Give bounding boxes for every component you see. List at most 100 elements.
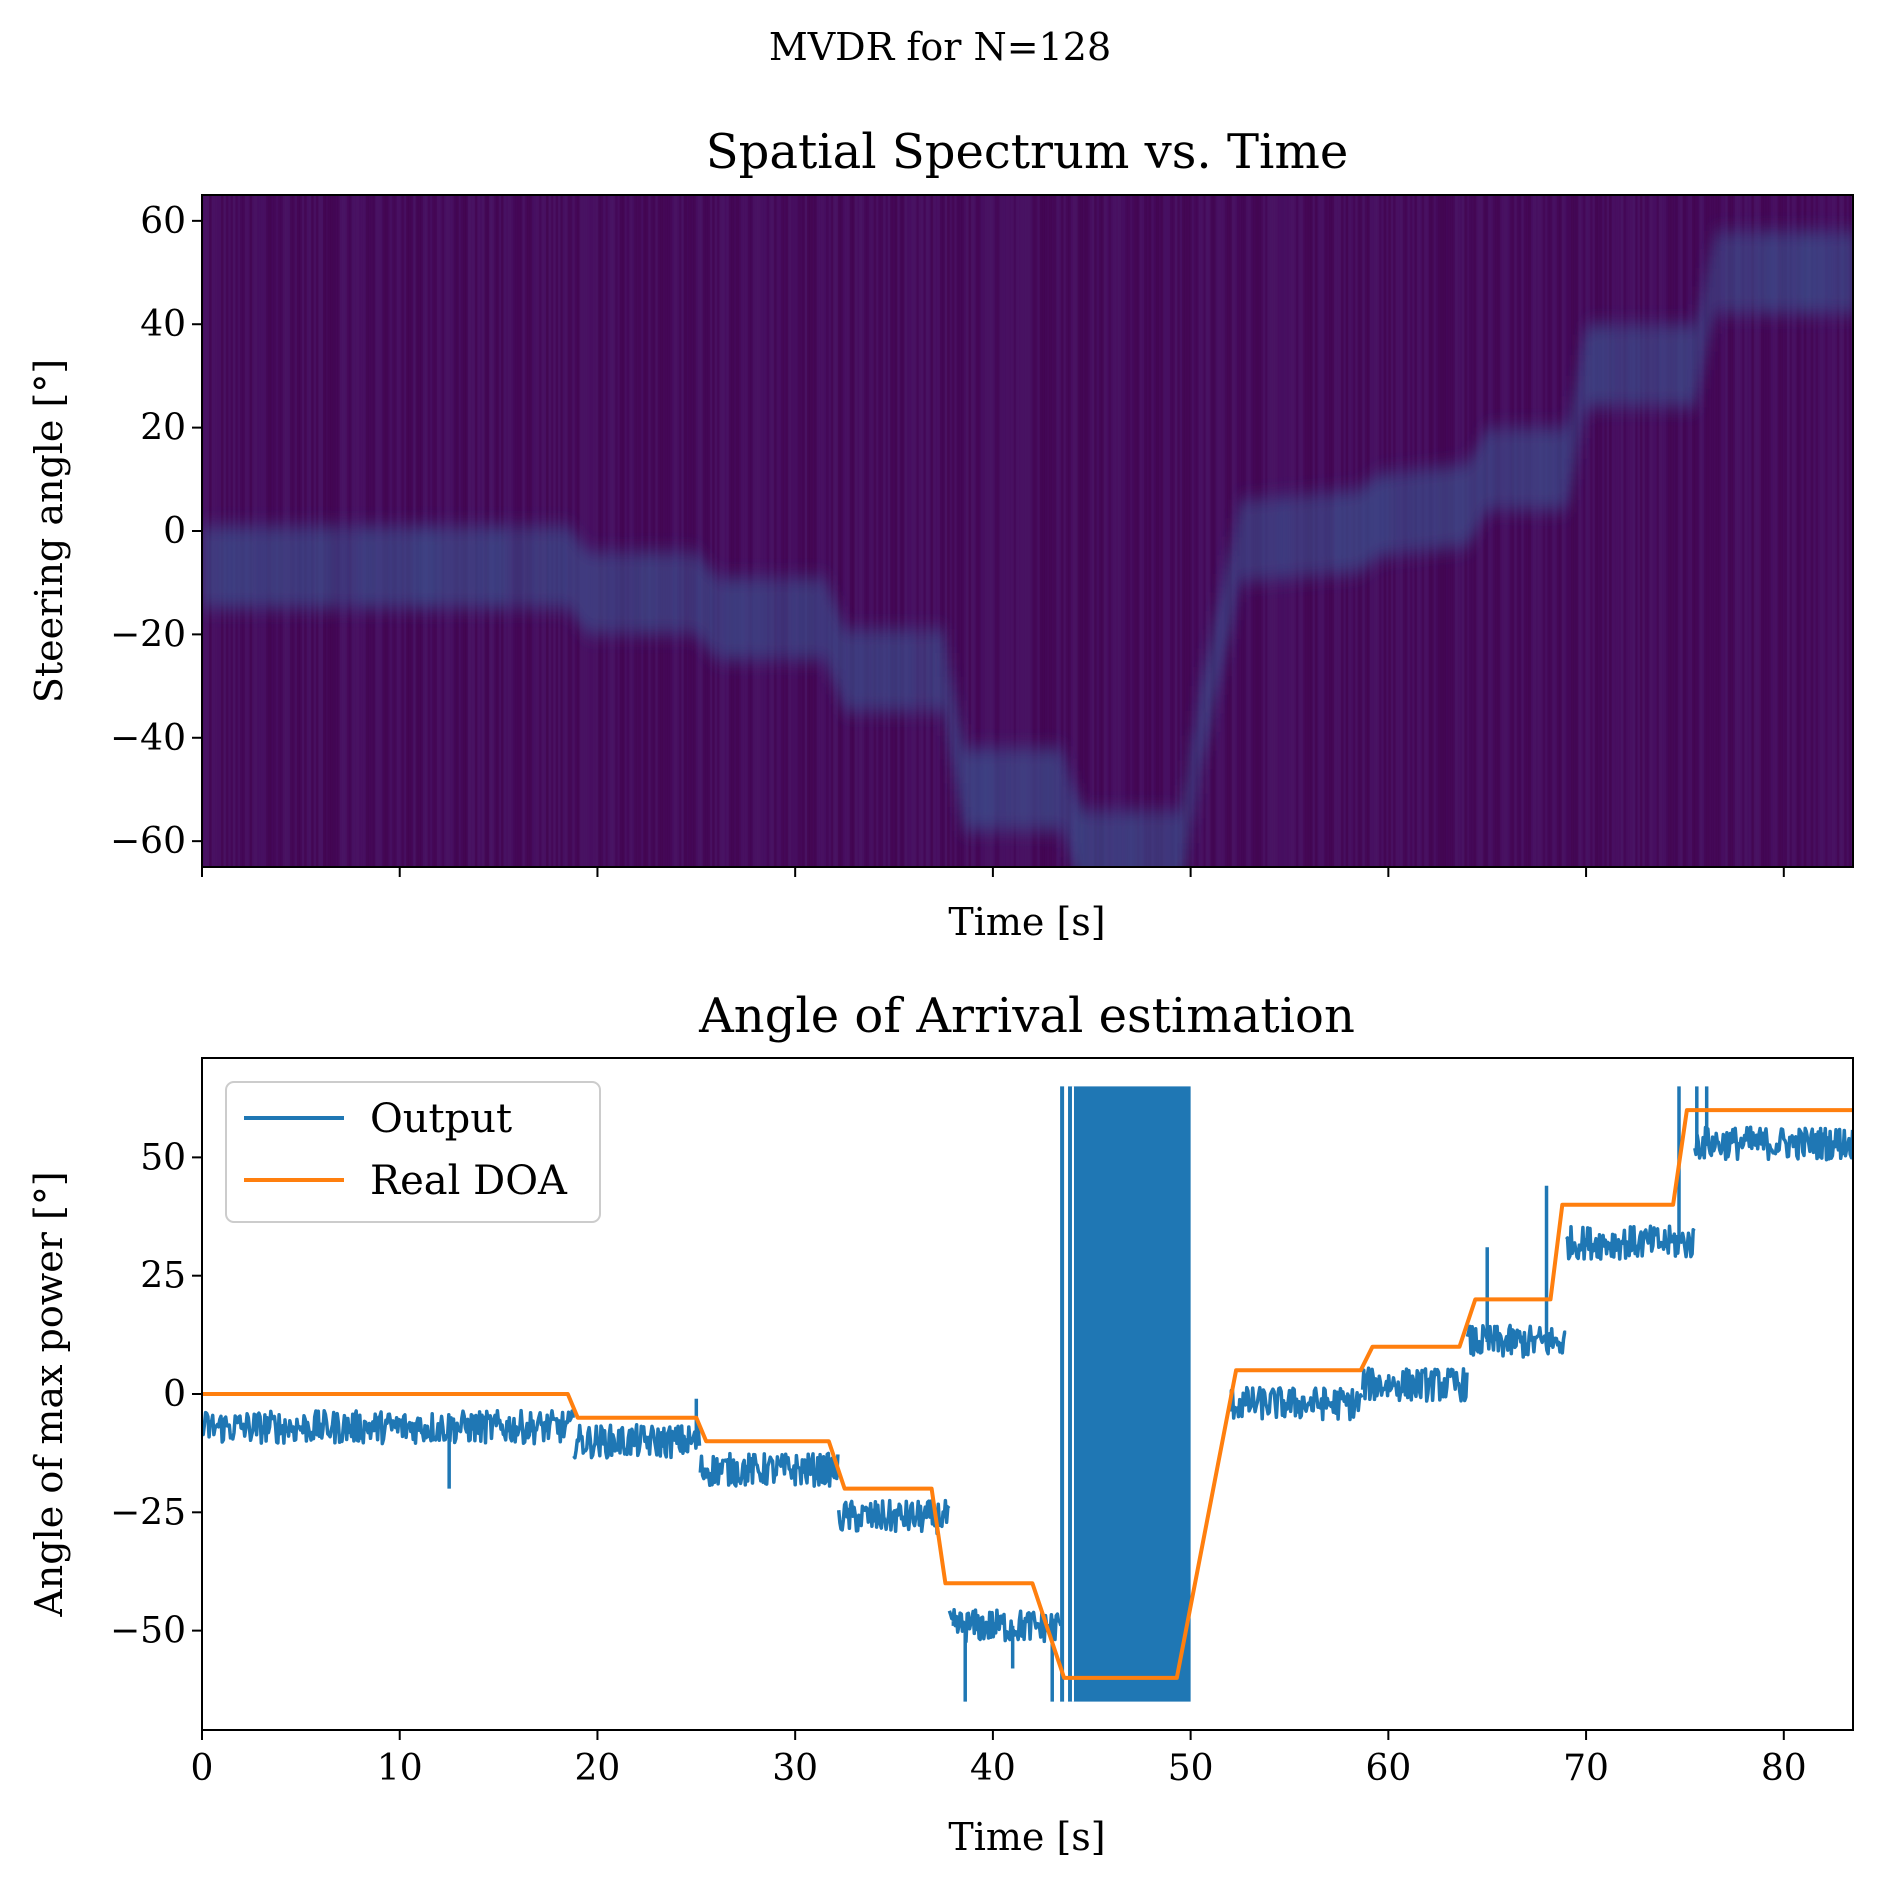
heatmap-texture-stripe xyxy=(977,195,981,867)
heatmap-texture-stripe xyxy=(579,195,583,867)
heatmap-texture-stripe xyxy=(1666,195,1669,867)
line-y-tick-label: 0 xyxy=(163,1374,186,1415)
heatmap-ridge-cell xyxy=(561,525,567,609)
heatmap-ridge-cell xyxy=(439,525,445,609)
heatmap-y-tick-label: −20 xyxy=(110,614,186,655)
heatmap-texture-stripe xyxy=(1217,195,1221,867)
heatmap-ridge-cell xyxy=(474,525,480,609)
heatmap-ridge-cell xyxy=(348,525,354,609)
heatmap-ridge-cell xyxy=(1716,231,1722,314)
heatmap-texture-stripe xyxy=(1518,195,1522,867)
heatmap-texture-stripe xyxy=(1158,195,1162,867)
heatmap-texture-stripe xyxy=(1839,195,1843,867)
heatmap-ridge-cell xyxy=(265,525,271,609)
heatmap-texture-stripe xyxy=(828,195,832,867)
heatmap-ridge-cell xyxy=(451,525,456,609)
heatmap-ridge-cell xyxy=(316,525,322,609)
heatmap-texture-stripe xyxy=(1730,195,1733,867)
heatmap-texture-stripe xyxy=(1499,195,1503,867)
heatmap-texture-stripe xyxy=(595,195,599,867)
heatmap-ridge-cell xyxy=(506,525,512,609)
heatmap-ridge-cell xyxy=(878,629,883,712)
heatmap-ridge-cell xyxy=(546,525,551,609)
heatmap-texture-stripe xyxy=(1737,195,1741,867)
heatmap-ridge-cell xyxy=(237,525,243,609)
heatmap-texture-stripe xyxy=(671,195,675,867)
heatmap-ridge-cell xyxy=(344,525,350,609)
heatmap-ridge-group xyxy=(202,231,1853,867)
heatmap-ridge-cell xyxy=(490,525,496,609)
heatmap-ridge-cell xyxy=(672,551,678,635)
heatmap-texture-stripe xyxy=(1153,195,1157,867)
heatmap-texture-stripe xyxy=(754,195,758,867)
heatmap-ridge-cell xyxy=(221,525,227,609)
heatmap-ridge-cell xyxy=(1190,735,1196,819)
heatmap-ridge-cell xyxy=(1609,324,1615,407)
heatmap-texture-stripe xyxy=(925,195,929,867)
heatmap-texture-stripe xyxy=(845,195,848,867)
heatmap-ridge-cell xyxy=(324,525,330,609)
heatmap-texture-stripe xyxy=(721,195,725,867)
output-line-segment xyxy=(202,1408,576,1446)
heatmap-ridge-cell xyxy=(1265,497,1271,581)
heatmap-texture-stripe xyxy=(674,195,678,867)
heatmap-texture-stripe xyxy=(1514,195,1518,867)
heatmap-ridge-cell xyxy=(1518,427,1524,511)
heatmap-ridge-cell xyxy=(866,629,872,712)
heatmap-texture-stripe xyxy=(1132,195,1136,867)
heatmap-ridge-cell xyxy=(1297,494,1303,578)
heatmap-texture-stripe xyxy=(792,195,796,867)
heatmap-ridge-cell xyxy=(1835,231,1840,314)
heatmap-ridge-cell xyxy=(1368,480,1374,563)
heatmap-ridge-cell xyxy=(1048,748,1054,831)
heatmap-ridge-cell xyxy=(1748,231,1753,314)
heatmap-ridge-cell xyxy=(1507,427,1512,511)
heatmap-texture-stripe xyxy=(1677,195,1681,867)
heatmap-y-axis-label: Steering angle [°] xyxy=(27,359,71,703)
heatmap-texture-stripe xyxy=(664,195,668,867)
heatmap-y-tick-label: 40 xyxy=(140,304,186,345)
heatmap-texture-stripe xyxy=(1594,195,1598,867)
heatmap-texture-stripe xyxy=(916,195,920,867)
heatmap-ridge-cell xyxy=(1771,231,1777,314)
heatmap-y-tick-label: 20 xyxy=(140,408,186,449)
heatmap-texture-stripe xyxy=(676,195,680,867)
heatmap-ridge-cell xyxy=(905,629,911,712)
heatmap-ridge-cell xyxy=(767,577,773,661)
heatmap-ridge-cell xyxy=(724,577,729,661)
heatmap-texture-stripe xyxy=(1165,195,1169,867)
heatmap-ridge-cell xyxy=(597,551,603,635)
heatmap-ridge-cell xyxy=(977,748,982,831)
heatmap-texture-stripe xyxy=(1056,195,1060,867)
heatmap-texture-stripe xyxy=(1023,195,1026,867)
heatmap-texture-stripe xyxy=(1582,195,1586,867)
heatmap-texture-stripe xyxy=(591,195,595,867)
heatmap-texture-stripe xyxy=(894,195,898,867)
heatmap-texture-stripe xyxy=(859,195,863,867)
heatmap-ridge-cell xyxy=(336,525,342,609)
heatmap-texture-stripe xyxy=(1117,195,1121,867)
heatmap-ridge-cell xyxy=(1036,748,1042,831)
heatmap-ridge-cell xyxy=(668,551,674,635)
heatmap-texture-stripe xyxy=(809,195,813,867)
heatmap-ridge-cell xyxy=(1289,495,1295,579)
heatmap-texture-stripe xyxy=(1680,195,1684,867)
heatmap-ridge-cell xyxy=(1400,471,1405,555)
heatmap-ridge-cell xyxy=(1198,686,1204,769)
heatmap-ridge-cell xyxy=(846,629,852,712)
heatmap-texture-stripe xyxy=(759,195,763,867)
heatmap-texture-stripe xyxy=(1791,195,1795,867)
heatmap-ridge-cell xyxy=(1847,231,1852,314)
heatmap-texture-stripe xyxy=(752,195,756,867)
heatmap-texture-stripe xyxy=(1129,195,1133,867)
heatmap-ridge-cell xyxy=(1566,417,1572,500)
heatmap-ridge-cell xyxy=(1008,748,1014,831)
heatmap-ridge-cell xyxy=(1451,465,1457,549)
heatmap-ridge-cell xyxy=(1416,469,1421,553)
heatmap-ridge-cell xyxy=(304,525,310,609)
heatmap-ridge-cell xyxy=(1657,324,1663,407)
heatmap-ridge-cell xyxy=(1293,495,1299,578)
heatmap-texture-stripe xyxy=(700,195,704,867)
heatmap-texture-stripe xyxy=(961,195,965,867)
series-output xyxy=(202,1086,1853,1702)
